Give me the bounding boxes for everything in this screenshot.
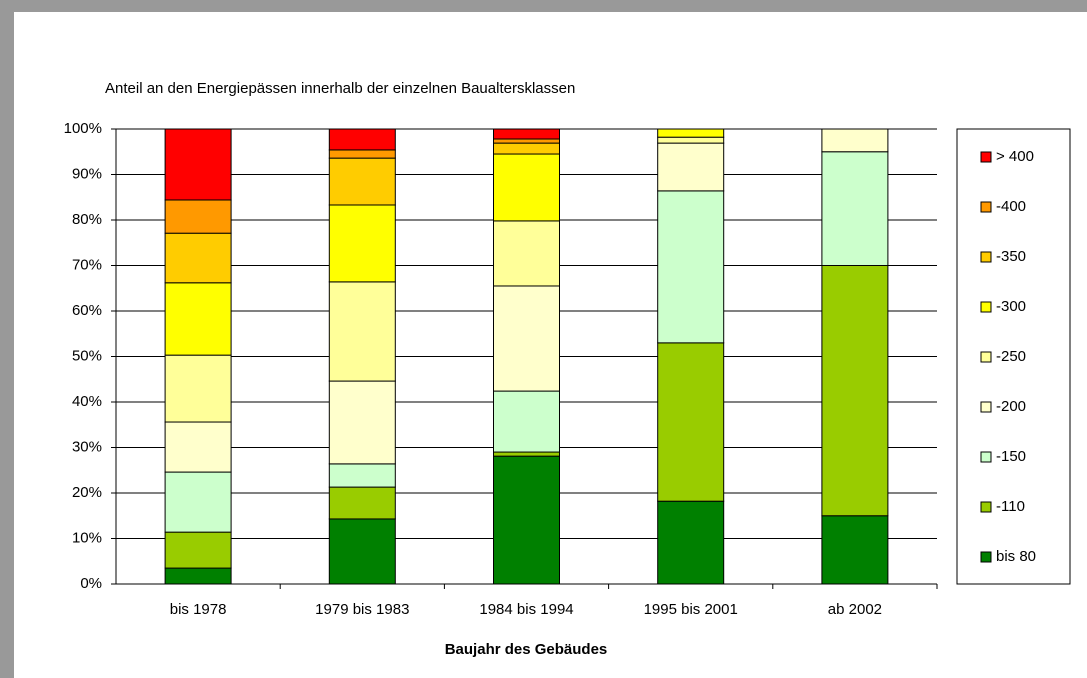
bar-segment bbox=[328, 281, 396, 382]
bar-segment bbox=[821, 265, 889, 517]
legend-label: -150 bbox=[996, 448, 1026, 465]
x-tick-label: 1984 bis 1994 bbox=[479, 601, 573, 618]
legend-swatch bbox=[980, 401, 992, 413]
bar-segment bbox=[164, 282, 232, 356]
legend-swatch bbox=[980, 451, 992, 463]
bar-segment bbox=[657, 500, 725, 585]
bar-segment bbox=[657, 342, 725, 502]
bar-segment bbox=[657, 142, 725, 192]
legend-swatch bbox=[980, 551, 992, 563]
x-tick-label: ab 2002 bbox=[828, 601, 882, 618]
y-tick-label: 60% bbox=[72, 302, 102, 319]
y-tick-label: 50% bbox=[72, 347, 102, 364]
legend bbox=[956, 128, 1071, 585]
bar-segment bbox=[657, 136, 725, 144]
bar-segment bbox=[328, 518, 396, 585]
chart-title: Anteil an den Energiepässen innerhalb de… bbox=[105, 80, 575, 97]
y-tick-label: 10% bbox=[72, 529, 102, 546]
bar-segment bbox=[328, 128, 396, 151]
bar-segment bbox=[493, 153, 560, 222]
x-tick-label: 1979 bis 1983 bbox=[315, 601, 409, 618]
bar-segment bbox=[493, 128, 560, 140]
bar-segment bbox=[164, 128, 232, 201]
bar-segment bbox=[821, 515, 889, 585]
legend-swatch bbox=[980, 301, 992, 313]
legend-label: -400 bbox=[996, 198, 1026, 215]
y-tick-label: 100% bbox=[64, 120, 102, 137]
bar-segment bbox=[493, 285, 560, 392]
legend-swatch bbox=[980, 201, 992, 213]
y-tick-label: 70% bbox=[72, 256, 102, 273]
bar-segment bbox=[164, 421, 232, 473]
legend-label: -200 bbox=[996, 398, 1026, 415]
bar-segment bbox=[493, 451, 560, 457]
x-tick-label: 1995 bis 2001 bbox=[644, 601, 738, 618]
bar-segment bbox=[164, 232, 232, 284]
legend-label: -300 bbox=[996, 298, 1026, 315]
bar-segment bbox=[328, 149, 396, 159]
legend-label: -350 bbox=[996, 248, 1026, 265]
legend-swatch bbox=[980, 501, 992, 513]
bar-segment bbox=[164, 567, 232, 585]
bar-segment bbox=[493, 142, 560, 155]
x-tick-label: bis 1978 bbox=[170, 601, 227, 618]
y-tick-label: 40% bbox=[72, 393, 102, 410]
bar-segment bbox=[493, 455, 560, 585]
bar-segment bbox=[657, 128, 725, 138]
legend-label: bis 80 bbox=[996, 548, 1036, 565]
bar-segment bbox=[328, 380, 396, 465]
bar-segment bbox=[493, 220, 560, 287]
legend-swatch bbox=[980, 151, 992, 163]
legend-swatch bbox=[980, 351, 992, 363]
bar-segment bbox=[164, 199, 232, 234]
y-tick-label: 80% bbox=[72, 211, 102, 228]
bar-segment bbox=[657, 190, 725, 344]
bar-segment bbox=[328, 157, 396, 206]
legend-label: -110 bbox=[996, 498, 1025, 515]
legend-swatch bbox=[980, 251, 992, 263]
bar-segment bbox=[328, 486, 396, 520]
y-tick-label: 90% bbox=[72, 165, 102, 182]
y-tick-label: 20% bbox=[72, 484, 102, 501]
bar-segment bbox=[164, 354, 232, 423]
bar-segment bbox=[164, 531, 232, 569]
legend-label: -250 bbox=[996, 348, 1026, 365]
bar-segment bbox=[493, 390, 560, 453]
x-axis-label: Baujahr des Gebäudes bbox=[445, 641, 608, 658]
y-tick-label: 30% bbox=[72, 438, 102, 455]
y-tick-label: 0% bbox=[80, 575, 102, 592]
bar-segment bbox=[821, 128, 889, 153]
bar-segment bbox=[821, 151, 889, 266]
bar-segment bbox=[493, 138, 560, 144]
bar-segment bbox=[328, 463, 396, 488]
legend-label: > 400 bbox=[996, 148, 1034, 165]
bar-segment bbox=[328, 204, 396, 283]
bar-segment bbox=[164, 471, 232, 533]
